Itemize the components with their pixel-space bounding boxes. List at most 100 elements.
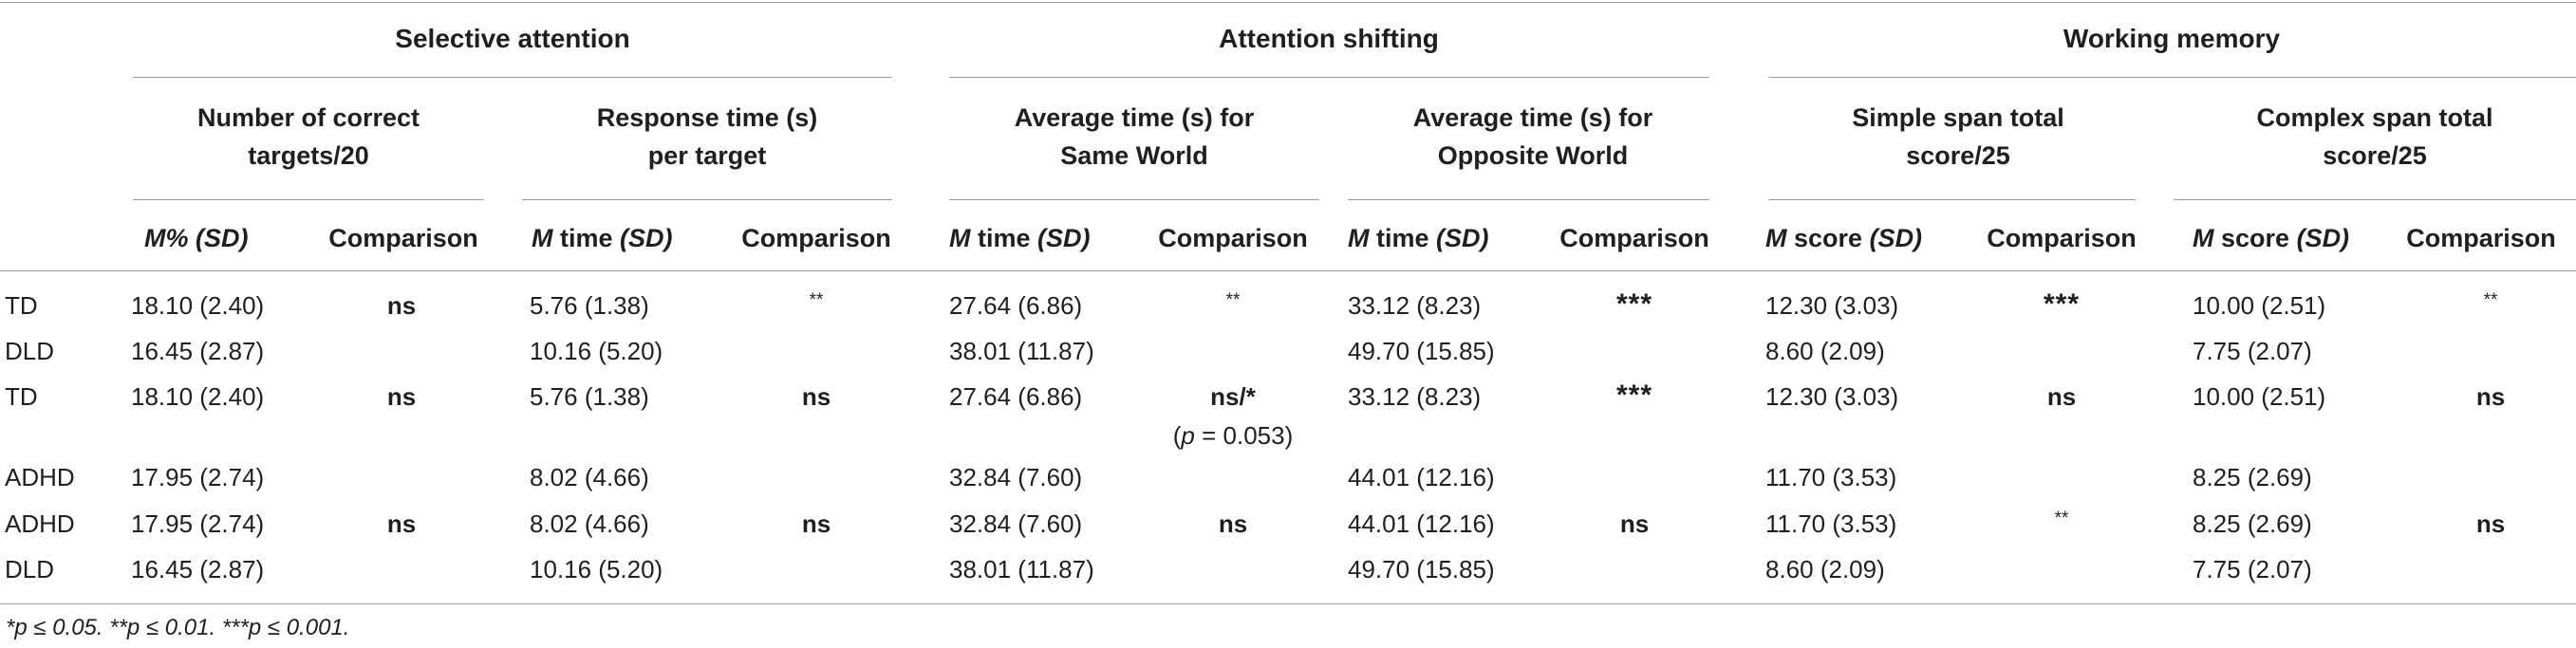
table-cell-value: 18.10 (2.40) xyxy=(131,291,265,320)
subheader-correct-targets: Number of correct targets/20 xyxy=(133,99,484,175)
table-cell-value: 8.25 (2.69) xyxy=(2193,509,2312,538)
subgroup-rule xyxy=(2174,199,2576,200)
colheader-sd: (SD) xyxy=(1436,224,1489,252)
subheader-same-world: Average time (s) for Same World xyxy=(949,99,1319,175)
comparison-marker: ** xyxy=(809,290,824,310)
colheader-comparison: Comparison xyxy=(1559,224,1709,252)
subheader-line1: Response time (s) xyxy=(596,103,818,132)
comparison-marker: ns xyxy=(386,509,417,538)
colheader-comparison: Comparison xyxy=(741,224,891,252)
comparison-marker: ns xyxy=(386,291,417,320)
comparison-marker: ** xyxy=(1225,290,1241,310)
table-cell-value: 10.16 (5.20) xyxy=(530,555,663,583)
table-cell-value: 10.16 (5.20) xyxy=(530,337,663,365)
comparison-marker: ns xyxy=(2475,509,2506,538)
colheader-m: M xyxy=(1348,224,1370,252)
table-cell-value: 11.70 (3.53) xyxy=(1765,463,1897,491)
colheader-m: M xyxy=(949,224,971,252)
table-cell-value: 8.60 (2.09) xyxy=(1765,337,1885,365)
table-cell-value: 8.25 (2.69) xyxy=(2193,463,2312,491)
table-cell-value: 49.70 (15.85) xyxy=(1348,555,1495,583)
table-cell-value: 44.01 (12.16) xyxy=(1348,463,1495,491)
table-cell-value: 10.00 (2.51) xyxy=(2193,291,2326,320)
table-cell-value: 33.12 (8.23) xyxy=(1348,291,1482,320)
group-rule-selective-attention xyxy=(133,77,892,78)
footnote: *p ≤ 0.05. **p ≤ 0.01. ***p ≤ 0.001. xyxy=(6,615,350,640)
subgroup-rule xyxy=(949,199,1319,200)
comparison-marker: ns xyxy=(2046,382,2077,411)
group-rule-attention-shifting xyxy=(949,77,1709,78)
subgroup-rule xyxy=(1348,199,1709,200)
colheader-sd: (SD) xyxy=(620,224,673,252)
colheader-sd: (SD) xyxy=(1869,224,1923,252)
comparison-marker: ns/* xyxy=(1210,382,1256,411)
table-cell-value: 44.01 (12.16) xyxy=(1348,509,1495,538)
group-header-attention-shifting: Attention shifting xyxy=(1219,24,1439,53)
subheader-line1: Complex span total xyxy=(2256,103,2493,132)
subheader-line2: per target xyxy=(647,141,767,170)
colheader-mid: score xyxy=(1786,224,1870,252)
comparison-note-rest: = 0.053) xyxy=(1194,421,1294,450)
colheader-comparison: Comparison xyxy=(2406,224,2556,252)
colheader-m-time-sd: M time (SD) xyxy=(949,226,1091,251)
subheader-line1: Simple span total xyxy=(1852,103,2064,132)
group-header-working-memory: Working memory xyxy=(2063,24,2281,53)
comparison-marker: ns xyxy=(1619,509,1650,538)
colheader-sd: (SD) xyxy=(1037,224,1091,252)
row-label: TD xyxy=(5,291,38,320)
colheader-mid: time xyxy=(1369,224,1437,252)
subheader-line2: score/25 xyxy=(1906,141,2010,170)
colheader-mid: time xyxy=(552,224,621,252)
comparison-note-p: p xyxy=(1181,421,1195,450)
subheader-line2: Opposite World xyxy=(1437,141,1629,170)
subheader-simple-span: Simple span total score/25 xyxy=(1768,99,2148,175)
row-label: ADHD xyxy=(5,463,75,491)
table-cell-value: 8.02 (4.66) xyxy=(530,509,649,538)
comparison-marker: *** xyxy=(1615,288,1653,320)
comparison-marker: ns xyxy=(386,382,417,411)
table-cell-value: 16.45 (2.87) xyxy=(131,555,265,583)
row-label: DLD xyxy=(5,337,55,365)
row-label: DLD xyxy=(5,555,55,583)
table-cell-value: 33.12 (8.23) xyxy=(1348,382,1482,411)
colheader-m-time-sd: M time (SD) xyxy=(1348,226,1489,251)
table-cell-value: 12.30 (3.03) xyxy=(1765,291,1899,320)
comparison-marker: ** xyxy=(2483,290,2498,310)
group-header-selective-attention: Selective attention xyxy=(395,24,630,53)
colheader-m-percent-sd: M% (SD) xyxy=(144,226,249,251)
table-cell-value: 17.95 (2.74) xyxy=(131,509,265,538)
header-bottom-rule xyxy=(0,270,2576,271)
comparison-marker: ** xyxy=(2054,509,2069,528)
group-rule-working-memory xyxy=(1768,77,2576,78)
colheader-comparison: Comparison xyxy=(1158,224,1308,252)
table-bottom-rule xyxy=(0,603,2576,604)
subheader-line2: targets/20 xyxy=(248,141,369,170)
table-cell-value: 18.10 (2.40) xyxy=(131,382,265,411)
comparison-marker: ns xyxy=(1218,509,1248,538)
colheader-m-time-sd: M time (SD) xyxy=(532,226,673,251)
comparison-marker: ns xyxy=(801,509,831,538)
table-top-rule xyxy=(0,2,2576,3)
colheader-sd: (SD) xyxy=(2296,224,2350,252)
table-cell-value: 7.75 (2.07) xyxy=(2193,337,2312,365)
table-cell-value: 5.76 (1.38) xyxy=(530,382,649,411)
colheader-comparison: Comparison xyxy=(1987,224,2137,252)
subheader-opposite-world: Average time (s) for Opposite World xyxy=(1348,99,1718,175)
subheader-line1: Number of correct xyxy=(196,103,420,132)
table-cell-value: 32.84 (7.60) xyxy=(949,463,1083,491)
subheader-line1: Average time (s) for xyxy=(1014,103,1255,132)
colheader-mid: time xyxy=(970,224,1038,252)
subheader-line2: score/25 xyxy=(2323,141,2427,170)
table-cell-value: 10.00 (2.51) xyxy=(2193,382,2326,411)
table-cell-value: 5.76 (1.38) xyxy=(530,291,649,320)
table-cell-value: 8.02 (4.66) xyxy=(530,463,649,491)
subgroup-rule xyxy=(133,199,484,200)
comparison-note: (p = 0.053) xyxy=(1138,423,1328,448)
table-cell-value: 11.70 (3.53) xyxy=(1765,509,1897,538)
subheader-line2: Same World xyxy=(1060,141,1208,170)
colheader-m: M xyxy=(2193,224,2214,252)
table-cell-value: 7.75 (2.07) xyxy=(2193,555,2312,583)
comparison-marker: *** xyxy=(2043,288,2081,320)
colheader-m-score-sd: M score (SD) xyxy=(2193,226,2349,251)
